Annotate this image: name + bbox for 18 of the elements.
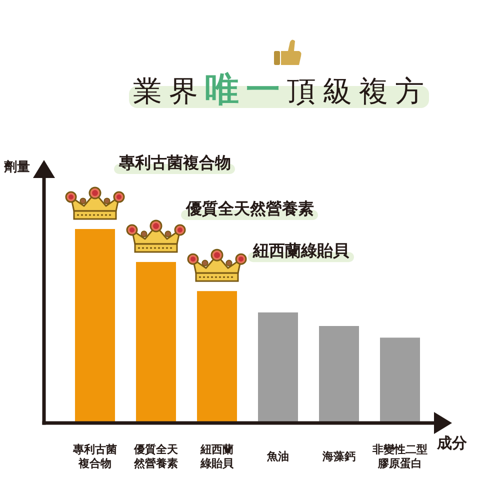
bar: [319, 326, 359, 423]
bar: [136, 262, 176, 423]
x-tick-label: 非變性二型膠原蛋白: [372, 443, 428, 470]
bar: [75, 229, 115, 423]
x-tick-label: 海藻鈣: [322, 450, 356, 463]
annotation: 紐西蘭綠貽貝: [252, 241, 350, 260]
text: 專利古菌複合物: [118, 153, 231, 172]
y-axis-title: 劑量: [3, 159, 30, 175]
x-tick-label: 專利古菌複合物: [72, 443, 117, 470]
bar: [197, 291, 237, 423]
text: 優質全天然營養素: [185, 198, 314, 218]
bar: [380, 338, 420, 423]
x-tick-label: 紐西蘭綠貽貝: [200, 443, 234, 470]
chart-title: 業界唯一頂級複方: [133, 70, 431, 110]
x-tick-label: 優質全天然營養素: [133, 443, 179, 470]
x-tick-label: 魚油: [266, 450, 289, 463]
bar: [258, 312, 298, 423]
x-axis-title: 成分: [436, 434, 468, 452]
